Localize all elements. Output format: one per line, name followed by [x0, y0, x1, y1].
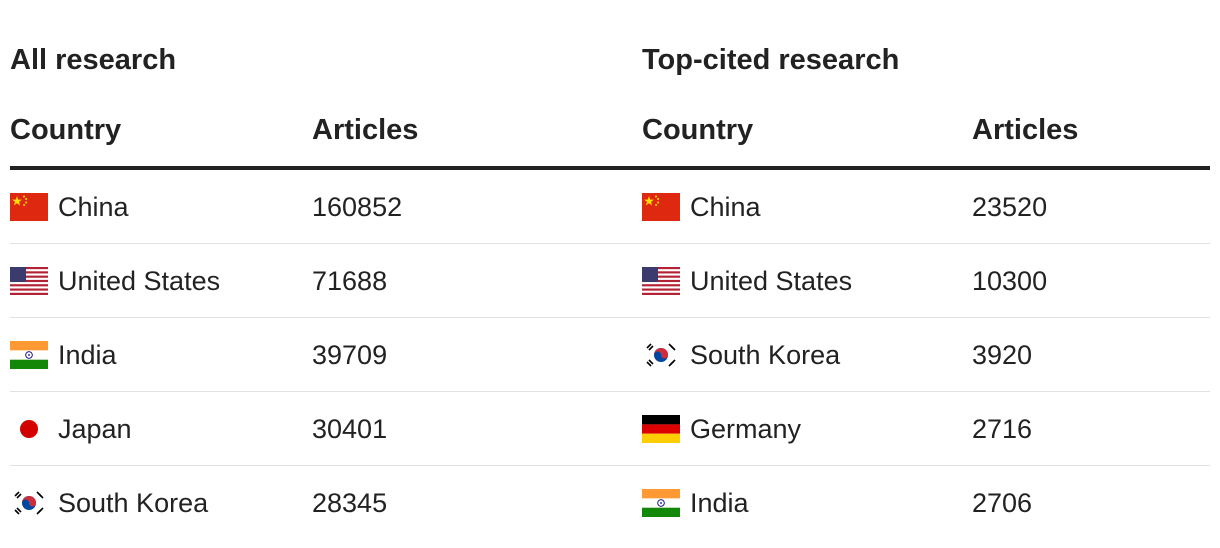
flag [10, 415, 48, 443]
flag [642, 415, 680, 443]
flag [642, 341, 680, 369]
country: United States [690, 266, 853, 296]
table-title: Top-cited research [642, 44, 900, 76]
country: Germany [690, 414, 802, 444]
country: South Korea [58, 488, 209, 518]
table-header: Country Articles [10, 110, 642, 170]
flag [10, 341, 48, 369]
articles: 2706 [972, 488, 1033, 518]
articles: 2716 [972, 414, 1033, 444]
articles: 28345 [312, 488, 388, 518]
country: India [690, 488, 749, 518]
table-row: South Korea 28345 [10, 466, 642, 539]
country: Japan [58, 414, 132, 444]
table-row: China 160852 [10, 170, 642, 244]
flag [642, 489, 680, 517]
table-row: India 39709 [10, 318, 642, 392]
table-row: Japan 30401 [10, 392, 642, 466]
articles: 39709 [312, 340, 388, 370]
table: Top-cited research Country Articles Chin… [642, 0, 1210, 548]
table-title: All research [10, 44, 177, 76]
table: All research Country Articles China 16085… [10, 0, 642, 548]
country: China [690, 192, 761, 222]
column-header: Country [642, 114, 754, 146]
table-row: India 2706 [642, 466, 1210, 539]
articles: 71688 [312, 266, 388, 296]
table-row: South Korea 3920 [642, 318, 1210, 392]
articles: 3920 [972, 340, 1033, 370]
flag [10, 193, 48, 221]
table-row: United States 71688 [10, 244, 642, 318]
articles: 10300 [972, 266, 1048, 296]
flag [10, 267, 48, 295]
articles: 160852 [312, 192, 403, 222]
column-header: Country [10, 114, 122, 146]
table-row: Germany 2716 [642, 392, 1210, 466]
table-row: China 23520 [642, 170, 1210, 244]
articles: 30401 [312, 414, 388, 444]
column-header: Articles [312, 114, 419, 146]
country: India [58, 340, 117, 370]
articles: 23520 [972, 192, 1048, 222]
column-header: Articles [972, 114, 1079, 146]
flag [642, 193, 680, 221]
table-row: United States 10300 [642, 244, 1210, 318]
country: China [58, 192, 129, 222]
flag [642, 267, 680, 295]
table-header: Country Articles [642, 110, 1210, 170]
flag [10, 489, 48, 517]
country: South Korea [690, 340, 841, 370]
country: United States [58, 266, 221, 296]
